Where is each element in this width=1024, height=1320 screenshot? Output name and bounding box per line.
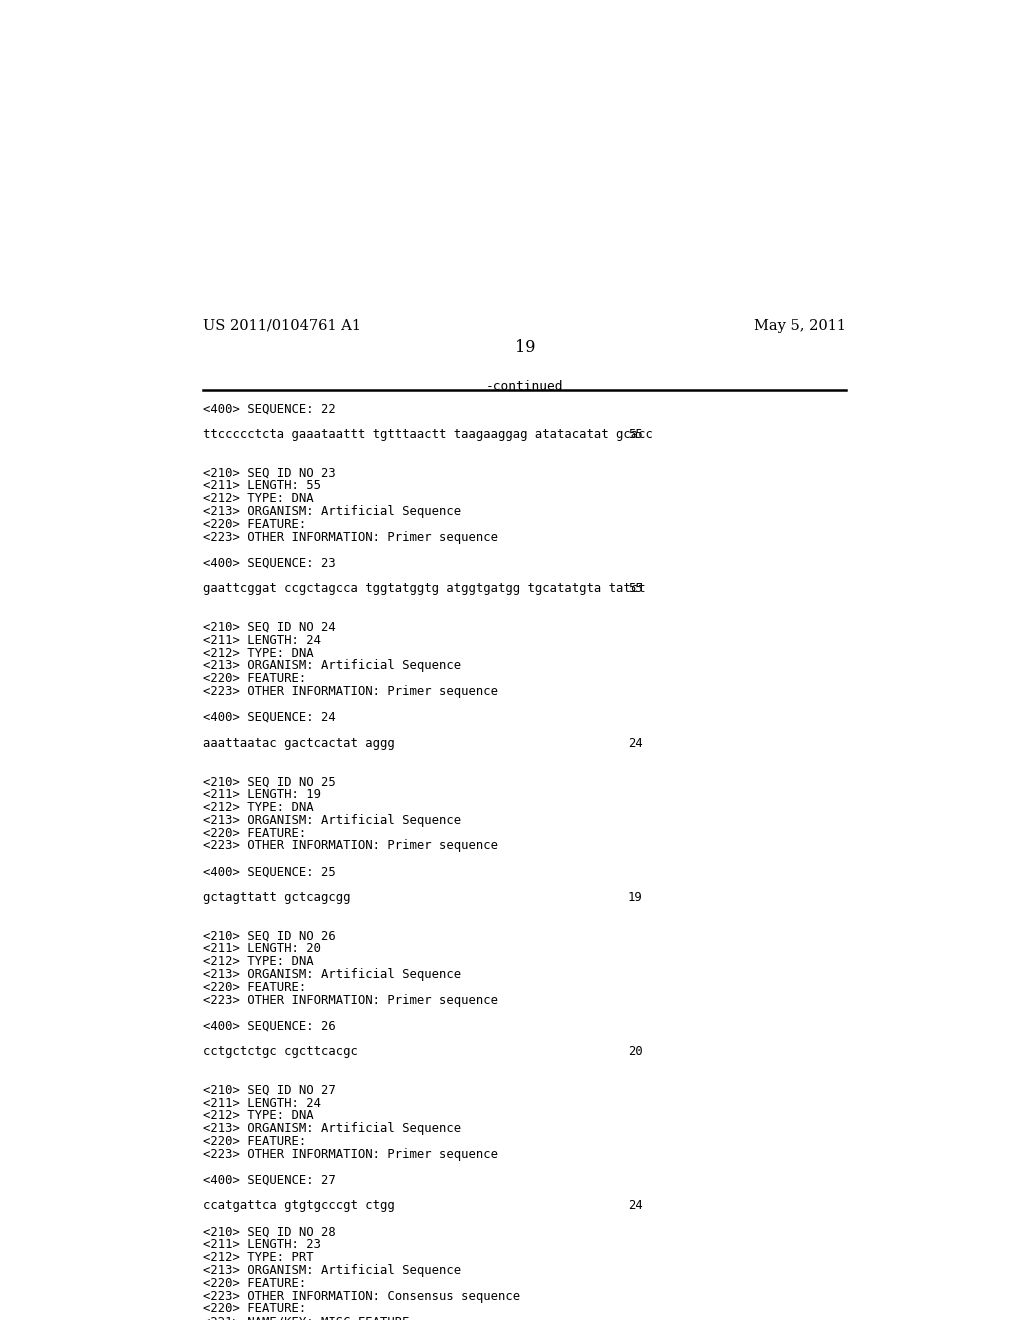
Text: <400> SEQUENCE: 22: <400> SEQUENCE: 22 — [204, 403, 336, 416]
Text: <400> SEQUENCE: 23: <400> SEQUENCE: 23 — [204, 557, 336, 570]
Text: <221> NAME/KEY: MISC_FEATURE: <221> NAME/KEY: MISC_FEATURE — [204, 1315, 410, 1320]
Text: <212> TYPE: DNA: <212> TYPE: DNA — [204, 956, 314, 968]
Text: <212> TYPE: DNA: <212> TYPE: DNA — [204, 1110, 314, 1122]
Text: <213> ORGANISM: Artificial Sequence: <213> ORGANISM: Artificial Sequence — [204, 1263, 462, 1276]
Text: <220> FEATURE:: <220> FEATURE: — [204, 826, 306, 840]
Text: <223> OTHER INFORMATION: Primer sequence: <223> OTHER INFORMATION: Primer sequence — [204, 531, 499, 544]
Text: <220> FEATURE:: <220> FEATURE: — [204, 1276, 306, 1290]
Text: May 5, 2011: May 5, 2011 — [755, 319, 846, 333]
Text: <220> FEATURE:: <220> FEATURE: — [204, 1303, 306, 1315]
Text: <210> SEQ ID NO 26: <210> SEQ ID NO 26 — [204, 929, 336, 942]
Text: <213> ORGANISM: Artificial Sequence: <213> ORGANISM: Artificial Sequence — [204, 660, 462, 672]
Text: <212> TYPE: DNA: <212> TYPE: DNA — [204, 801, 314, 814]
Text: 19: 19 — [514, 339, 536, 356]
Text: <210> SEQ ID NO 27: <210> SEQ ID NO 27 — [204, 1084, 336, 1097]
Text: cctgctctgc cgcttcacgc: cctgctctgc cgcttcacgc — [204, 1045, 358, 1059]
Text: gctagttatt gctcagcgg: gctagttatt gctcagcgg — [204, 891, 351, 904]
Text: 20: 20 — [628, 1045, 643, 1059]
Text: <212> TYPE: DNA: <212> TYPE: DNA — [204, 647, 314, 660]
Text: <223> OTHER INFORMATION: Consensus sequence: <223> OTHER INFORMATION: Consensus seque… — [204, 1290, 520, 1303]
Text: 19: 19 — [628, 891, 643, 904]
Text: ttccccctcta gaaataattt tgtttaactt taagaaggag atatacatat gcacc: ttccccctcta gaaataattt tgtttaactt taagaa… — [204, 428, 653, 441]
Text: <223> OTHER INFORMATION: Primer sequence: <223> OTHER INFORMATION: Primer sequence — [204, 1148, 499, 1162]
Text: <223> OTHER INFORMATION: Primer sequence: <223> OTHER INFORMATION: Primer sequence — [204, 994, 499, 1007]
Text: <210> SEQ ID NO 25: <210> SEQ ID NO 25 — [204, 775, 336, 788]
Text: gaattcggat ccgctagcca tggtatggtg atggtgatgg tgcatatgta tatct: gaattcggat ccgctagcca tggtatggtg atggtga… — [204, 582, 646, 595]
Text: -continued: -continued — [486, 380, 563, 393]
Text: <211> LENGTH: 23: <211> LENGTH: 23 — [204, 1238, 322, 1251]
Text: <213> ORGANISM: Artificial Sequence: <213> ORGANISM: Artificial Sequence — [204, 1122, 462, 1135]
Text: <212> TYPE: PRT: <212> TYPE: PRT — [204, 1251, 314, 1265]
Text: <400> SEQUENCE: 24: <400> SEQUENCE: 24 — [204, 711, 336, 723]
Text: <211> LENGTH: 19: <211> LENGTH: 19 — [204, 788, 322, 801]
Text: 24: 24 — [628, 737, 643, 750]
Text: ccatgattca gtgtgcccgt ctgg: ccatgattca gtgtgcccgt ctgg — [204, 1200, 395, 1213]
Text: <213> ORGANISM: Artificial Sequence: <213> ORGANISM: Artificial Sequence — [204, 506, 462, 519]
Text: <211> LENGTH: 24: <211> LENGTH: 24 — [204, 1097, 322, 1110]
Text: 55: 55 — [628, 428, 643, 441]
Text: <212> TYPE: DNA: <212> TYPE: DNA — [204, 492, 314, 506]
Text: <223> OTHER INFORMATION: Primer sequence: <223> OTHER INFORMATION: Primer sequence — [204, 840, 499, 853]
Text: US 2011/0104761 A1: US 2011/0104761 A1 — [204, 319, 361, 333]
Text: <211> LENGTH: 55: <211> LENGTH: 55 — [204, 479, 322, 492]
Text: <210> SEQ ID NO 24: <210> SEQ ID NO 24 — [204, 620, 336, 634]
Text: <211> LENGTH: 24: <211> LENGTH: 24 — [204, 634, 322, 647]
Text: <210> SEQ ID NO 28: <210> SEQ ID NO 28 — [204, 1225, 336, 1238]
Text: <220> FEATURE:: <220> FEATURE: — [204, 517, 306, 531]
Text: <210> SEQ ID NO 23: <210> SEQ ID NO 23 — [204, 467, 336, 479]
Text: <400> SEQUENCE: 25: <400> SEQUENCE: 25 — [204, 865, 336, 878]
Text: 55: 55 — [628, 582, 643, 595]
Text: <213> ORGANISM: Artificial Sequence: <213> ORGANISM: Artificial Sequence — [204, 968, 462, 981]
Text: <223> OTHER INFORMATION: Primer sequence: <223> OTHER INFORMATION: Primer sequence — [204, 685, 499, 698]
Text: <400> SEQUENCE: 27: <400> SEQUENCE: 27 — [204, 1173, 336, 1187]
Text: <220> FEATURE:: <220> FEATURE: — [204, 1135, 306, 1148]
Text: 24: 24 — [628, 1200, 643, 1213]
Text: <220> FEATURE:: <220> FEATURE: — [204, 981, 306, 994]
Text: <220> FEATURE:: <220> FEATURE: — [204, 672, 306, 685]
Text: aaattaatac gactcactat aggg: aaattaatac gactcactat aggg — [204, 737, 395, 750]
Text: <211> LENGTH: 20: <211> LENGTH: 20 — [204, 942, 322, 956]
Text: <400> SEQUENCE: 26: <400> SEQUENCE: 26 — [204, 1019, 336, 1032]
Text: <213> ORGANISM: Artificial Sequence: <213> ORGANISM: Artificial Sequence — [204, 813, 462, 826]
